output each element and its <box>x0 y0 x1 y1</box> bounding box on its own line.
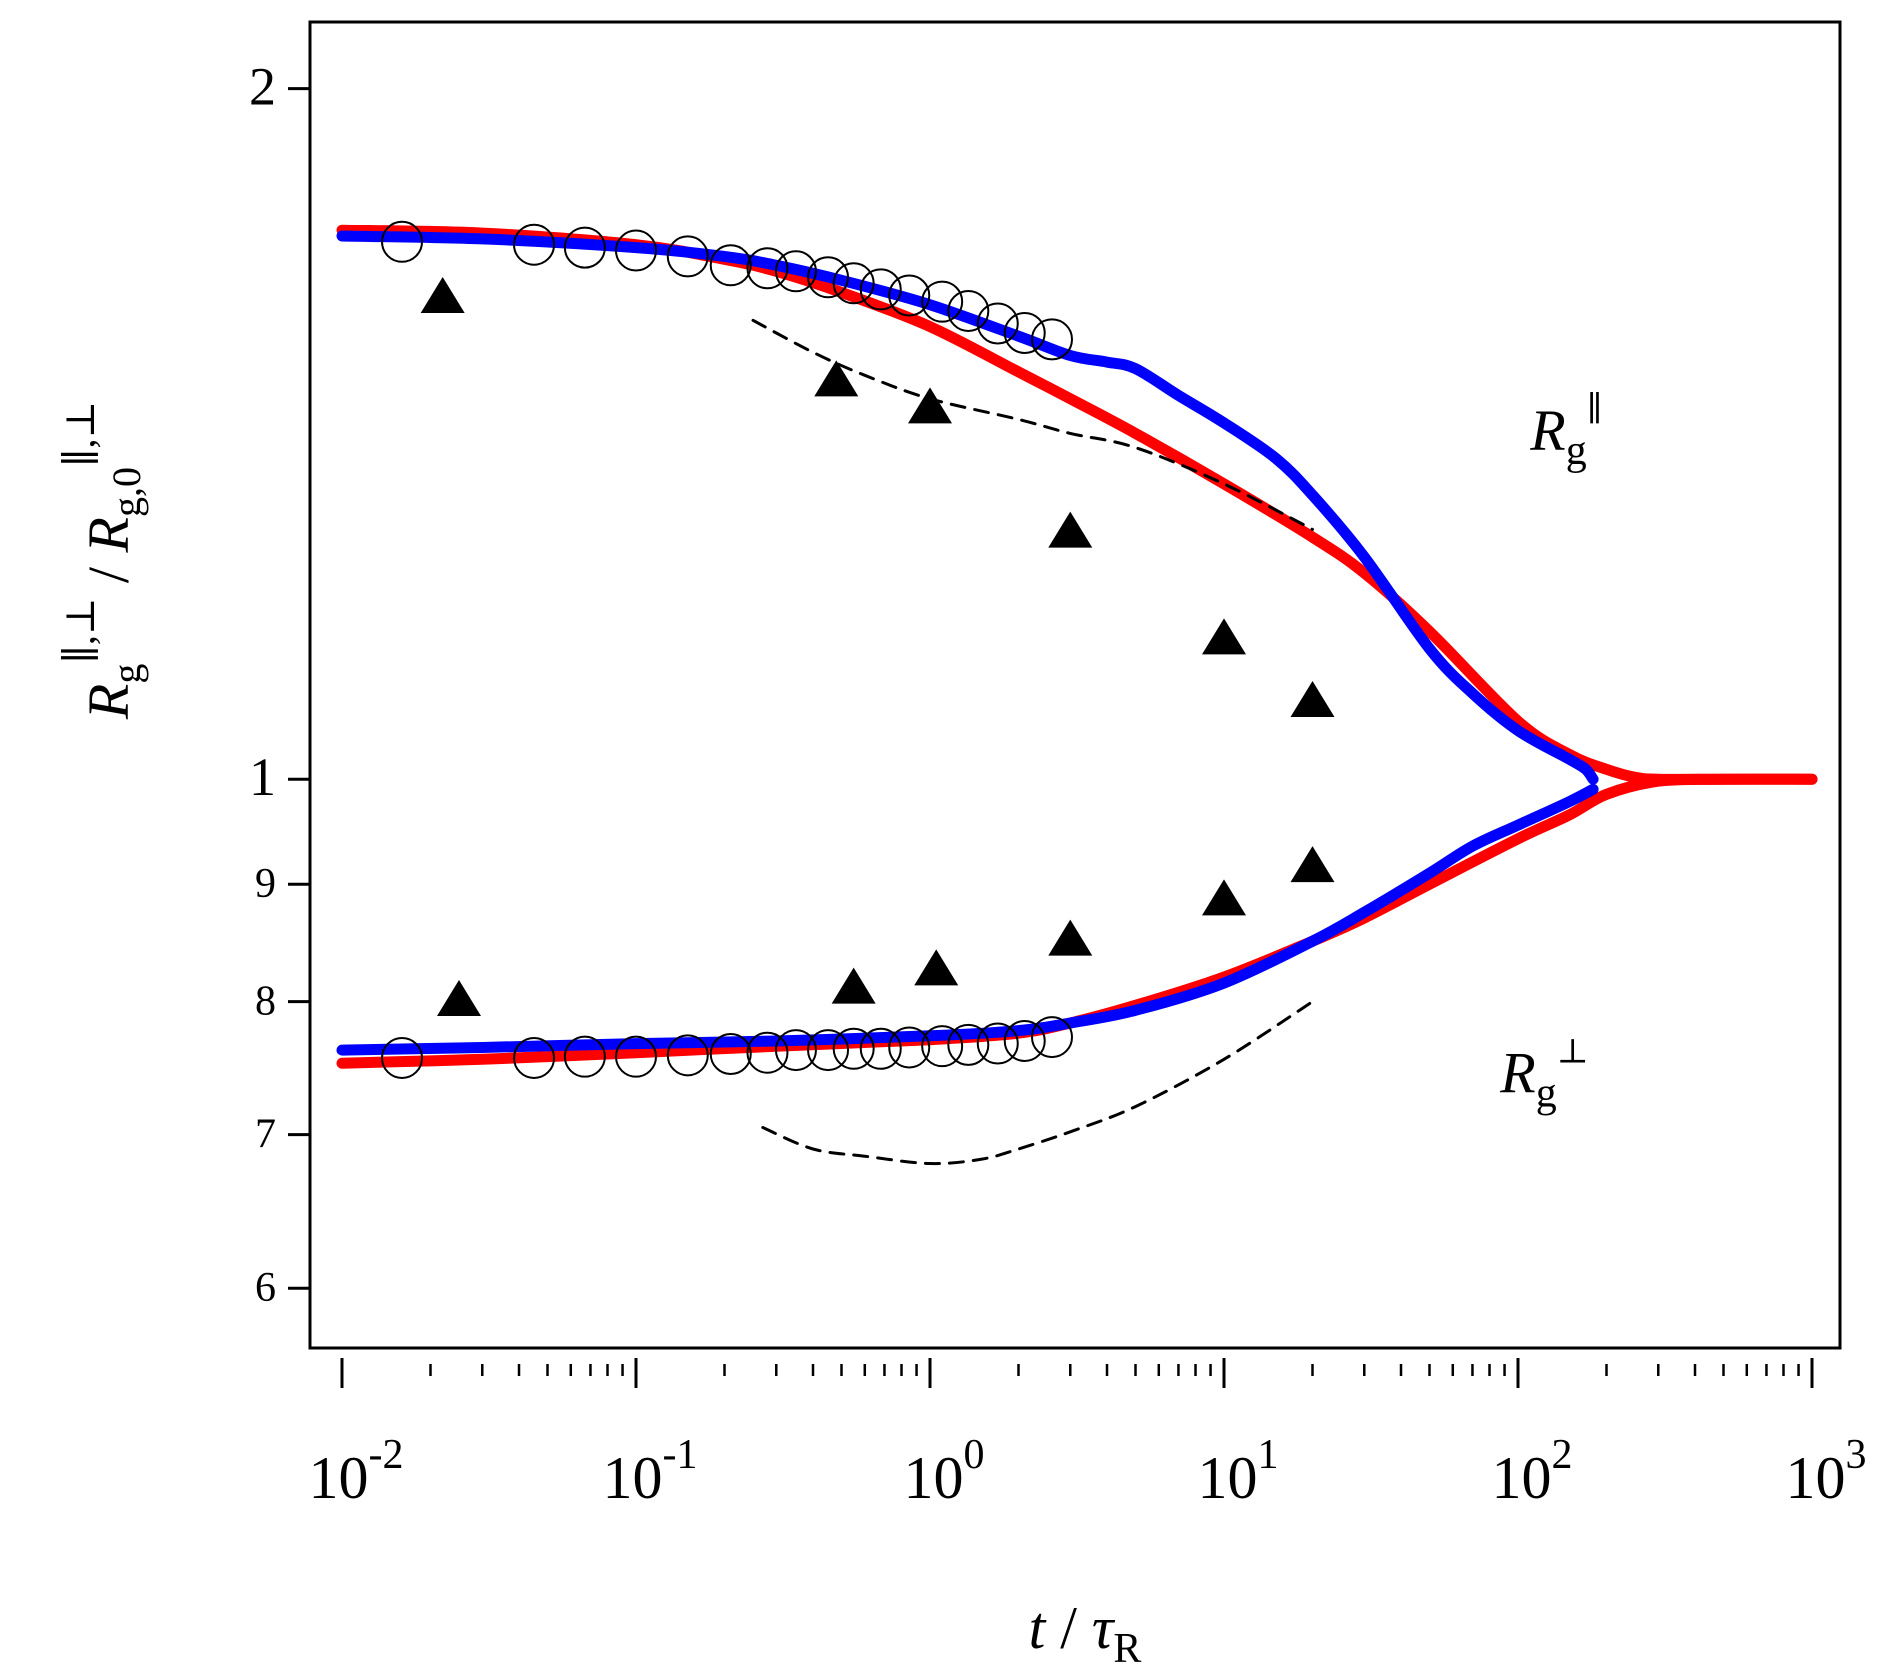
circles-perp-point <box>947 1023 990 1066</box>
circles-parallel-point <box>513 223 556 266</box>
circles-parallel-point <box>832 262 875 305</box>
blue-perp-line <box>336 783 1599 1056</box>
triangles-perp-point <box>1048 919 1093 956</box>
circles-perp-point <box>807 1029 850 1072</box>
y-tick-label-3: 8 <box>255 979 276 1025</box>
y-tick-label-0: 2 <box>249 57 276 117</box>
y-tick-label-1: 1 <box>249 747 276 807</box>
circles-parallel-point <box>859 268 902 311</box>
blue-parallel-line <box>336 230 1599 785</box>
dashed-parallel-line <box>751 318 1314 531</box>
x-tick-label-1: 10-1 <box>603 1432 698 1511</box>
rg-parallel-label: Rg∥ <box>1529 391 1602 474</box>
triangles-perp-point <box>1202 879 1246 916</box>
circles-perp-point <box>832 1027 875 1070</box>
circles-parallel-point <box>774 250 817 293</box>
x-axis-label: t / τR <box>1029 1595 1142 1672</box>
red-perp-line <box>336 773 1818 1069</box>
y-tick-label-5: 6 <box>255 1265 276 1311</box>
circles-parallel-point <box>807 256 850 299</box>
circles-parallel-point <box>709 244 752 287</box>
triangles-parallel-point <box>814 360 859 397</box>
series-layer <box>336 224 1818 1166</box>
circles-perp-point <box>666 1034 709 1077</box>
circles-perp-point <box>563 1035 606 1078</box>
triangles-parallel-point <box>908 387 952 424</box>
triangles-perp-point <box>831 967 876 1004</box>
circles-parallel-point <box>947 289 990 332</box>
y-tick-label-4: 7 <box>255 1112 276 1158</box>
plot-frame <box>308 20 1842 1350</box>
triangles-perp-point <box>914 949 959 986</box>
red-parallel-line <box>336 224 1818 785</box>
circles-perp-point <box>774 1029 817 1072</box>
triangles-parallel-point <box>1290 680 1335 717</box>
circles-parallel-point <box>615 229 657 272</box>
circles-perp-point <box>746 1031 789 1074</box>
triangles-parallel-point <box>420 276 465 313</box>
circles-parallel-point <box>888 274 931 317</box>
x-tick-label-3: 101 <box>1198 1432 1279 1511</box>
circles-parallel-point <box>1031 318 1074 361</box>
circles-perp-point <box>976 1022 1019 1065</box>
y-axis: 2 1 9 8 7 6 <box>249 57 310 1311</box>
marker-layer <box>381 220 1335 1079</box>
y-tick-label-2: 9 <box>255 861 276 907</box>
x-axis: 10-2 10-1 100 101 102 103 <box>309 1358 1867 1511</box>
circles-perp-point <box>859 1027 902 1070</box>
triangles-perp-point <box>436 979 481 1016</box>
circles-perp-point <box>709 1033 752 1076</box>
circles-parallel-point <box>921 280 964 323</box>
circles-perp-point <box>1031 1016 1074 1059</box>
x-tick-label-4: 102 <box>1492 1432 1573 1511</box>
x-tick-label-2: 100 <box>904 1432 985 1511</box>
x-tick-label-0: 10-2 <box>309 1432 404 1511</box>
triangles-perp-point <box>1290 846 1335 883</box>
circles-parallel-point <box>381 220 424 263</box>
rg-perp-label: Rg⊥ <box>1499 1034 1588 1117</box>
circles-parallel-point <box>976 302 1019 345</box>
circles-parallel-point <box>666 235 709 278</box>
triangles-parallel-point <box>1048 511 1093 548</box>
y-axis-label: Rg∥,⊥ / Rg,0∥,⊥ <box>58 401 149 720</box>
circles-perp-point <box>1003 1019 1046 1062</box>
circles-perp-point <box>615 1035 657 1078</box>
circles-parallel-point <box>746 247 789 290</box>
circles-parallel-point <box>563 226 606 269</box>
circles-perp-point <box>513 1036 556 1079</box>
dashed-perp-line <box>761 1000 1314 1166</box>
circles-perp-point <box>381 1036 424 1079</box>
x-tick-label-5: 103 <box>1786 1432 1867 1511</box>
triangles-parallel-point <box>1202 618 1246 655</box>
circles-perp-point <box>921 1025 964 1068</box>
circles-perp-point <box>888 1026 931 1069</box>
circles-parallel-point <box>1003 311 1046 354</box>
